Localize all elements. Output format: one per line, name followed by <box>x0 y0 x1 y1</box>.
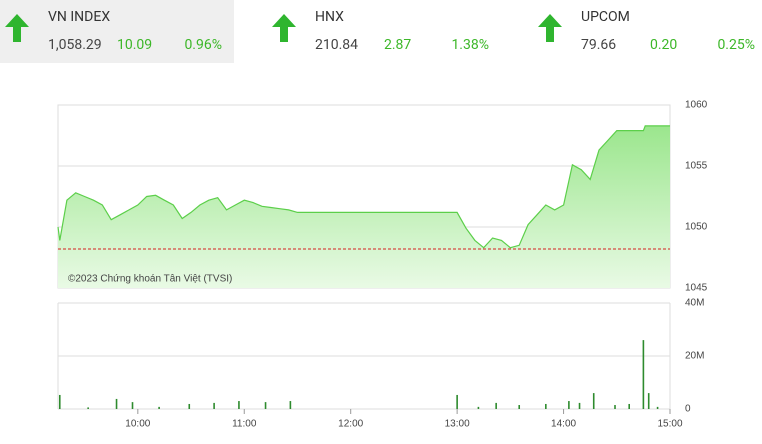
y-tick-label: 0 <box>685 404 691 415</box>
x-tick-label: 13:00 <box>445 419 470 430</box>
volume-bar <box>592 393 595 409</box>
volume-bar <box>238 401 240 409</box>
ticker-tab[interactable]: VN INDEX 1,058.29 10.09 0.96% <box>0 0 234 63</box>
y-tick-label: 1045 <box>685 283 708 294</box>
volume-bar <box>518 405 521 409</box>
volume-bar <box>213 402 215 409</box>
volume-bar <box>58 394 61 409</box>
ticker-change: 0.20 <box>650 37 678 53</box>
volume-bar <box>628 403 630 409</box>
x-tick-label: 11:00 <box>232 419 257 430</box>
y-tick-label: 20M <box>685 351 704 362</box>
y-tick-label: 1060 <box>685 100 708 111</box>
volume-bar <box>456 394 458 409</box>
y-tick-label: 1050 <box>685 222 708 233</box>
volume-bar <box>131 402 134 409</box>
x-tick-label: 10:00 <box>125 419 150 430</box>
ticker-percent: 1.38% <box>451 37 489 53</box>
ticker-value: 79.66 <box>581 37 617 53</box>
y-tick-label: 1055 <box>685 161 708 172</box>
volume-bar <box>614 405 616 409</box>
up-arrow <box>538 14 562 42</box>
x-tick-label: 15:00 <box>657 419 682 430</box>
ticker-value: 1,058.29 <box>48 37 102 53</box>
volume-bar <box>545 403 547 409</box>
ticker-tab[interactable]: UPCOM 79.66 0.20 0.25% <box>533 0 762 63</box>
ticker-name: HNX <box>315 9 344 25</box>
volume-bar <box>656 406 659 409</box>
ticker-percent: 0.25% <box>717 37 755 53</box>
volume-bar <box>568 401 570 409</box>
up-arrow <box>272 14 296 42</box>
up-arrow <box>5 14 29 42</box>
price-line <box>57 125 670 249</box>
x-tick-label: 12:00 <box>338 419 363 430</box>
volume-bar <box>647 393 650 409</box>
volume-bar <box>289 401 292 409</box>
ticker-percent: 0.96% <box>184 37 222 53</box>
area <box>58 125 670 289</box>
y-tick-label: 40M <box>685 298 704 309</box>
ticker-name: VN INDEX <box>48 9 111 25</box>
x-tick-label: 14:00 <box>551 419 576 430</box>
volume-bar <box>115 398 118 409</box>
volume-bar <box>477 406 480 409</box>
volume-bar <box>495 402 497 409</box>
copyright: ©2023 Chứng khoán Tân Việt (TVSI) <box>68 274 232 285</box>
volume-bar <box>642 340 645 409</box>
volume-bar <box>264 402 267 409</box>
ticker-name: UPCOM <box>581 9 630 25</box>
ticker-change: 10.09 <box>117 37 153 53</box>
ticker-change: 2.87 <box>384 37 412 53</box>
volume-bar <box>188 403 191 409</box>
ticker-tab[interactable]: HNX 210.84 2.87 1.38% <box>267 0 501 63</box>
ticker-value: 210.84 <box>315 37 359 53</box>
volume-bar <box>87 407 89 409</box>
volume-bar <box>158 406 160 409</box>
volume-bar <box>578 402 581 409</box>
